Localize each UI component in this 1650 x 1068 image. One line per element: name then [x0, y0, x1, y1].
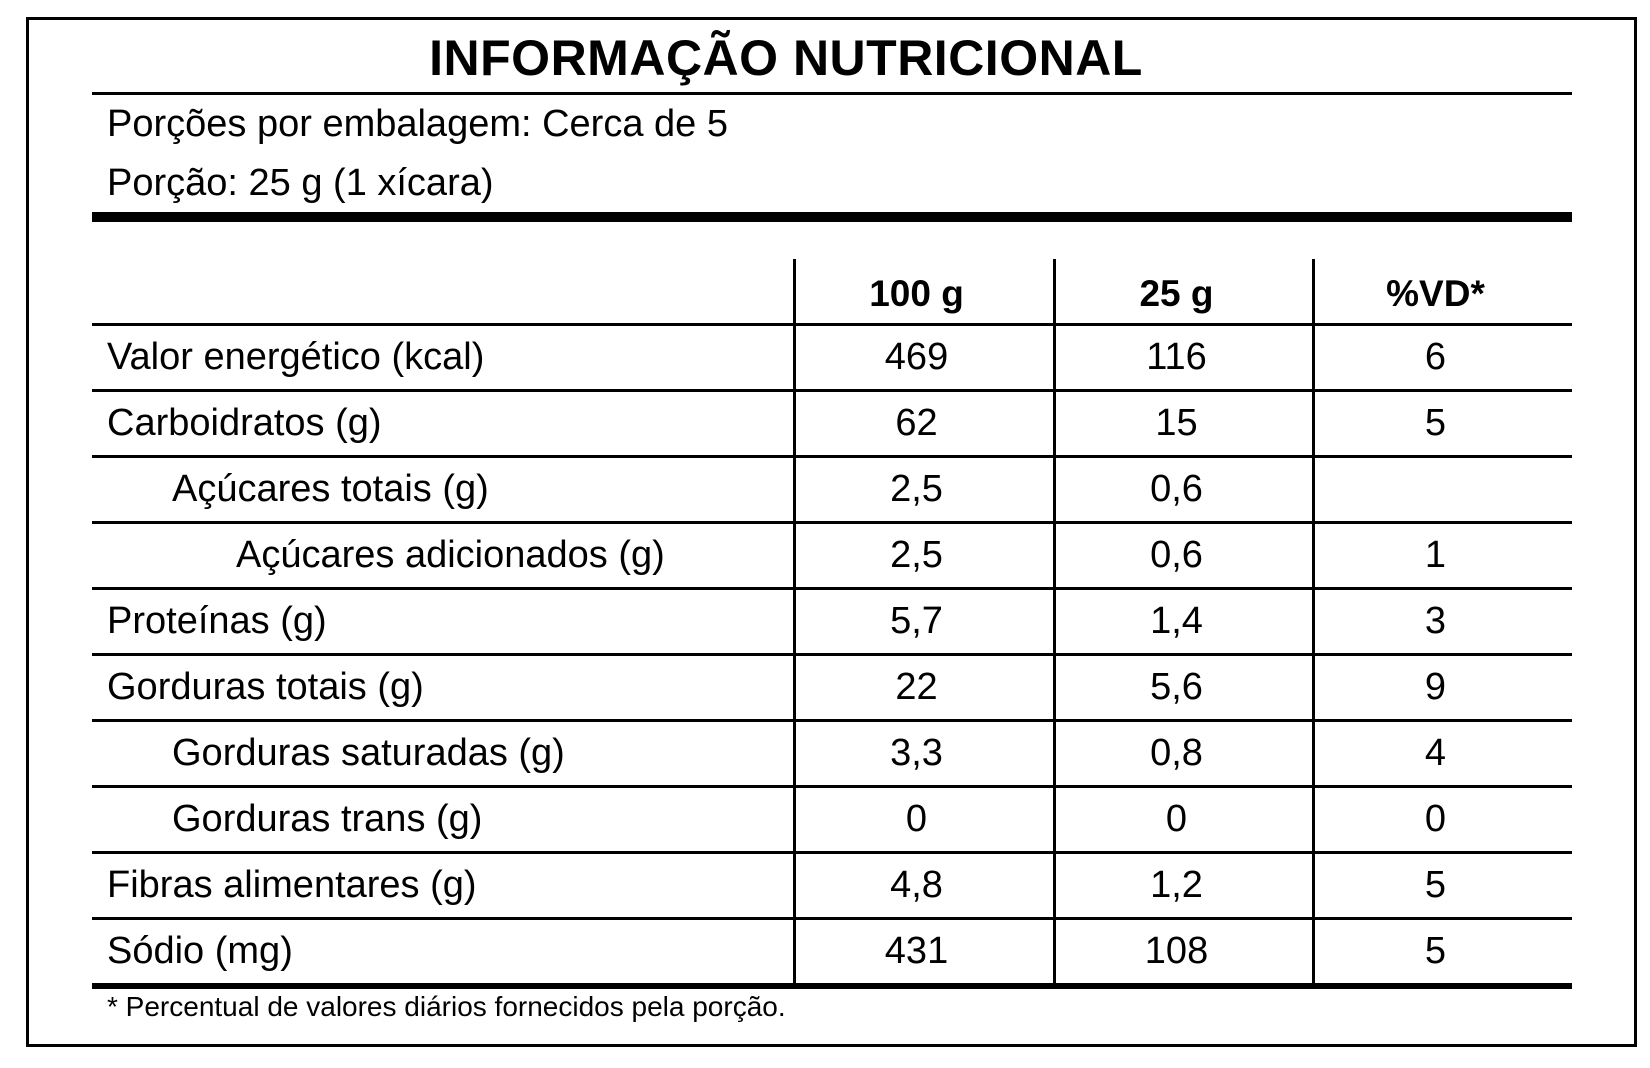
- cell-vd: 6: [1424, 336, 1447, 378]
- cell-per100g: 22: [895, 666, 938, 708]
- cell-per25g: 0: [1165, 798, 1188, 840]
- row-divider: [92, 653, 1572, 656]
- row-divider: [92, 785, 1572, 788]
- row-label: Carboidratos (g): [107, 402, 382, 444]
- title-divider: [92, 92, 1572, 95]
- column-header-25g: 25 g: [1139, 273, 1214, 314]
- cell-per100g: 431: [884, 930, 949, 972]
- row-label: Gorduras saturadas (g): [172, 732, 565, 774]
- cell-per25g: 5,6: [1150, 666, 1203, 708]
- cell-vd: 4: [1424, 732, 1447, 774]
- row-divider: [92, 851, 1572, 854]
- column-header-vd: %VD*: [1386, 273, 1485, 314]
- label-title: INFORMAÇÃO NUTRICIONAL: [429, 30, 1143, 86]
- row-divider: [92, 587, 1572, 590]
- row-divider: [92, 455, 1572, 458]
- cell-per25g: 108: [1144, 930, 1209, 972]
- cell-vd: 9: [1424, 666, 1447, 708]
- row-label: Açúcares adicionados (g): [236, 534, 665, 576]
- cell-per25g: 15: [1155, 402, 1198, 444]
- row-label: Proteínas (g): [107, 600, 327, 642]
- row-label: Valor energético (kcal): [107, 336, 485, 378]
- cell-vd: 3: [1424, 600, 1447, 642]
- cell-per25g: 1,4: [1150, 600, 1203, 642]
- cell-vd: 5: [1424, 402, 1447, 444]
- column-divider: [1312, 259, 1315, 984]
- row-divider: [92, 521, 1572, 524]
- row-divider: [92, 719, 1572, 722]
- cell-per25g: 1,2: [1150, 864, 1203, 906]
- cell-per100g: 5,7: [890, 600, 943, 642]
- servings-per-package: Porções por embalagem: Cerca de 5: [107, 103, 728, 145]
- cell-vd: 5: [1424, 864, 1447, 906]
- cell-vd: 0: [1424, 798, 1447, 840]
- cell-per25g: 116: [1146, 336, 1207, 378]
- header-divider: [92, 323, 1572, 326]
- row-label: Açúcares totais (g): [172, 468, 489, 510]
- footnote: * Percentual de valores diários fornecid…: [107, 991, 786, 1022]
- row-label: Sódio (mg): [107, 930, 293, 972]
- row-divider: [92, 389, 1572, 392]
- cell-per100g: 2,5: [890, 468, 943, 510]
- cell-vd: 1: [1424, 534, 1447, 576]
- row-label: Fibras alimentares (g): [107, 864, 477, 906]
- cell-per100g: 469: [884, 336, 949, 378]
- cell-per25g: 0,6: [1150, 468, 1203, 510]
- cell-per25g: 0,6: [1150, 534, 1203, 576]
- thick-divider: [92, 212, 1572, 222]
- cell-per100g: 62: [895, 402, 938, 444]
- column-header-100g: 100 g: [869, 273, 964, 314]
- serving-size: Porção: 25 g (1 xícara): [107, 162, 494, 204]
- cell-vd: 5: [1424, 930, 1447, 972]
- row-label: Gorduras trans (g): [172, 798, 483, 840]
- cell-per100g: 2,5: [890, 534, 943, 576]
- table-bottom-divider: [92, 983, 1572, 989]
- cell-per25g: 0,8: [1150, 732, 1203, 774]
- nutrition-label-frame: [26, 17, 1637, 1047]
- row-divider: [92, 917, 1572, 920]
- cell-per100g: 4,8: [890, 864, 943, 906]
- column-divider: [793, 259, 796, 984]
- cell-per100g: 0: [905, 798, 928, 840]
- column-divider: [1053, 259, 1056, 984]
- row-label: Gorduras totais (g): [107, 666, 424, 708]
- cell-per100g: 3,3: [890, 732, 943, 774]
